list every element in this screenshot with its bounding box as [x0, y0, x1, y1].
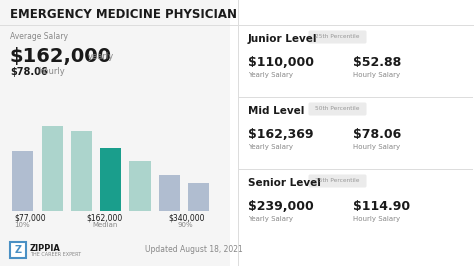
Text: $52.88: $52.88 — [353, 56, 401, 69]
Text: $239,000: $239,000 — [248, 200, 314, 213]
Text: Hourly Salary: Hourly Salary — [353, 216, 400, 222]
Text: $77,000: $77,000 — [14, 214, 46, 223]
Text: Hourly Salary: Hourly Salary — [353, 72, 400, 78]
Bar — [239, 97, 473, 98]
Text: 10%: 10% — [14, 222, 29, 228]
Text: ZIPPIA: ZIPPIA — [30, 244, 61, 253]
Text: 25th Percentile: 25th Percentile — [315, 35, 360, 39]
Text: $340,000: $340,000 — [168, 214, 204, 223]
Text: $162,000: $162,000 — [86, 214, 122, 223]
Text: $110,000: $110,000 — [248, 56, 314, 69]
Text: Yearly Salary: Yearly Salary — [248, 216, 293, 222]
Text: $162,000: $162,000 — [10, 47, 112, 66]
Text: Hourly Salary: Hourly Salary — [353, 144, 400, 150]
Text: Senior Level: Senior Level — [248, 178, 321, 188]
Text: $78.06: $78.06 — [353, 128, 401, 141]
Text: Median: Median — [92, 222, 118, 228]
Text: Mid Level: Mid Level — [248, 106, 304, 116]
Text: Yearly Salary: Yearly Salary — [248, 144, 293, 150]
Bar — [238, 0, 239, 266]
Text: Junior Level: Junior Level — [248, 34, 318, 44]
FancyBboxPatch shape — [309, 31, 366, 44]
FancyBboxPatch shape — [309, 102, 366, 115]
Bar — [100, 148, 121, 211]
Text: Average Salary: Average Salary — [10, 32, 68, 41]
Bar — [188, 183, 209, 211]
Text: $162,369: $162,369 — [248, 128, 313, 141]
Text: 90%: 90% — [178, 222, 193, 228]
Text: Z: Z — [14, 245, 21, 255]
Text: EMERGENCY MEDICINE PHYSICIAN: EMERGENCY MEDICINE PHYSICIAN — [10, 8, 237, 21]
Bar — [159, 175, 180, 211]
Bar — [12, 151, 34, 211]
Text: 75th Percentile: 75th Percentile — [315, 178, 360, 184]
Bar — [0, 0, 230, 266]
Bar — [0, 25, 474, 26]
Text: $78.06: $78.06 — [10, 67, 47, 77]
Text: THE CAREER EXPERT: THE CAREER EXPERT — [30, 252, 81, 257]
Text: $114.90: $114.90 — [353, 200, 410, 213]
Text: yearly: yearly — [88, 52, 114, 61]
Bar — [42, 126, 63, 211]
Bar — [71, 131, 92, 211]
Bar — [129, 161, 151, 211]
Text: Yearly Salary: Yearly Salary — [248, 72, 293, 78]
Bar — [239, 169, 473, 170]
FancyBboxPatch shape — [10, 242, 26, 258]
Text: hourly: hourly — [38, 67, 65, 76]
FancyBboxPatch shape — [309, 174, 366, 188]
Text: 50th Percentile: 50th Percentile — [315, 106, 360, 111]
Text: Updated August 18, 2021: Updated August 18, 2021 — [145, 246, 243, 255]
